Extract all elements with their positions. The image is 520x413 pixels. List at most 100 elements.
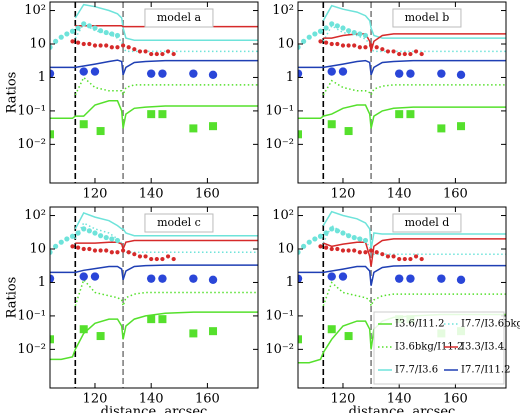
model-line [74, 278, 258, 309]
x-tick-label: 120 [331, 187, 356, 202]
model-line [74, 76, 258, 98]
observed-point [79, 325, 88, 334]
observed-point [391, 49, 396, 54]
observed-point [357, 250, 362, 255]
x-axis-label: distance, arcsec [349, 405, 456, 413]
plot-area [50, 207, 258, 388]
observed-point [327, 272, 336, 281]
observed-point [380, 47, 385, 52]
y-tick-label: 1 [38, 275, 46, 290]
title-box [392, 213, 462, 233]
observed-point [104, 43, 109, 48]
observed-point [406, 110, 415, 119]
observed-point [456, 70, 466, 80]
observed-point [329, 41, 334, 47]
observed-point [114, 32, 121, 39]
observed-point [334, 228, 340, 234]
x-axis-label: distance, arcsec [101, 405, 208, 413]
observed-point [345, 28, 352, 34]
observed-point [79, 120, 88, 129]
observed-point [149, 51, 154, 57]
y-tick-label: 10⁻¹ [17, 308, 46, 323]
observed-point [301, 38, 307, 44]
model-line [322, 79, 506, 97]
model-line [322, 210, 506, 250]
observed-point [419, 51, 424, 57]
observed-point [92, 25, 98, 31]
y-tick-label: 10 [277, 36, 294, 51]
legend-label: I7.7/I3.6 [395, 365, 438, 376]
panel-title: model c [157, 216, 201, 229]
observed-point [146, 69, 156, 78]
observed-point [406, 69, 415, 78]
model-line [74, 22, 258, 53]
observed-point [301, 243, 307, 249]
observed-point [208, 70, 218, 80]
observed-point [317, 28, 324, 34]
plot-area [298, 2, 506, 183]
panel-title: model d [405, 216, 450, 229]
model-line [322, 281, 506, 309]
panel-title: model a [157, 11, 202, 24]
panel-frame [49, 206, 259, 389]
observed-point [329, 226, 335, 232]
observed-point [109, 31, 115, 37]
model-line [298, 59, 506, 76]
observed-point [97, 233, 104, 239]
observed-point [357, 45, 362, 50]
observed-point [338, 272, 348, 281]
observed-point [209, 122, 218, 131]
observed-point [335, 41, 340, 47]
observed-point [70, 244, 75, 249]
observed-point [69, 233, 76, 239]
observed-point [437, 69, 446, 78]
observed-point [171, 51, 176, 57]
legend-label: I3.3/I3.4 [461, 342, 504, 353]
observed-point [327, 67, 336, 76]
legend-label: I3.6bkg/I11.2 [395, 342, 463, 353]
observed-point [81, 41, 86, 47]
observed-point [340, 248, 346, 253]
observed-point [109, 45, 114, 50]
observed-point [147, 110, 156, 119]
observed-point [344, 127, 353, 136]
x-tick-label: 140 [387, 187, 412, 202]
observed-point [50, 249, 53, 255]
observed-point [380, 252, 385, 257]
observed-point [419, 256, 424, 262]
x-tick-label: 160 [443, 392, 468, 407]
y-tick-label: 10⁻¹ [265, 308, 294, 323]
y-tick-label: 1 [286, 70, 294, 85]
observed-point [352, 248, 357, 253]
model-line [323, 238, 506, 267]
observed-point [165, 254, 171, 259]
observed-point [408, 256, 413, 262]
observed-point [86, 23, 92, 29]
y-tick-label: 10 [29, 241, 46, 256]
observed-point [189, 69, 198, 78]
observed-point [137, 254, 143, 259]
observed-point [87, 41, 92, 47]
observed-point [374, 250, 379, 255]
observed-point [406, 274, 415, 283]
observed-point [329, 246, 334, 252]
observed-point [298, 44, 301, 50]
observed-point [346, 43, 351, 48]
legend-label: I3.6/I11.2 [395, 319, 444, 330]
observed-point [86, 228, 92, 234]
y-tick-label: 10 [29, 36, 46, 51]
observed-point [50, 274, 55, 283]
panel-frame [49, 1, 259, 184]
title-box [392, 8, 462, 28]
observed-point [208, 275, 218, 285]
observed-point [338, 67, 348, 76]
observed-point [329, 21, 335, 27]
observed-point [357, 236, 363, 242]
observed-point [357, 31, 363, 37]
y-axis-label: Ratios [5, 277, 20, 319]
observed-point [437, 124, 446, 133]
observed-point [391, 254, 396, 259]
observed-point [79, 67, 88, 76]
observed-point [75, 230, 81, 236]
